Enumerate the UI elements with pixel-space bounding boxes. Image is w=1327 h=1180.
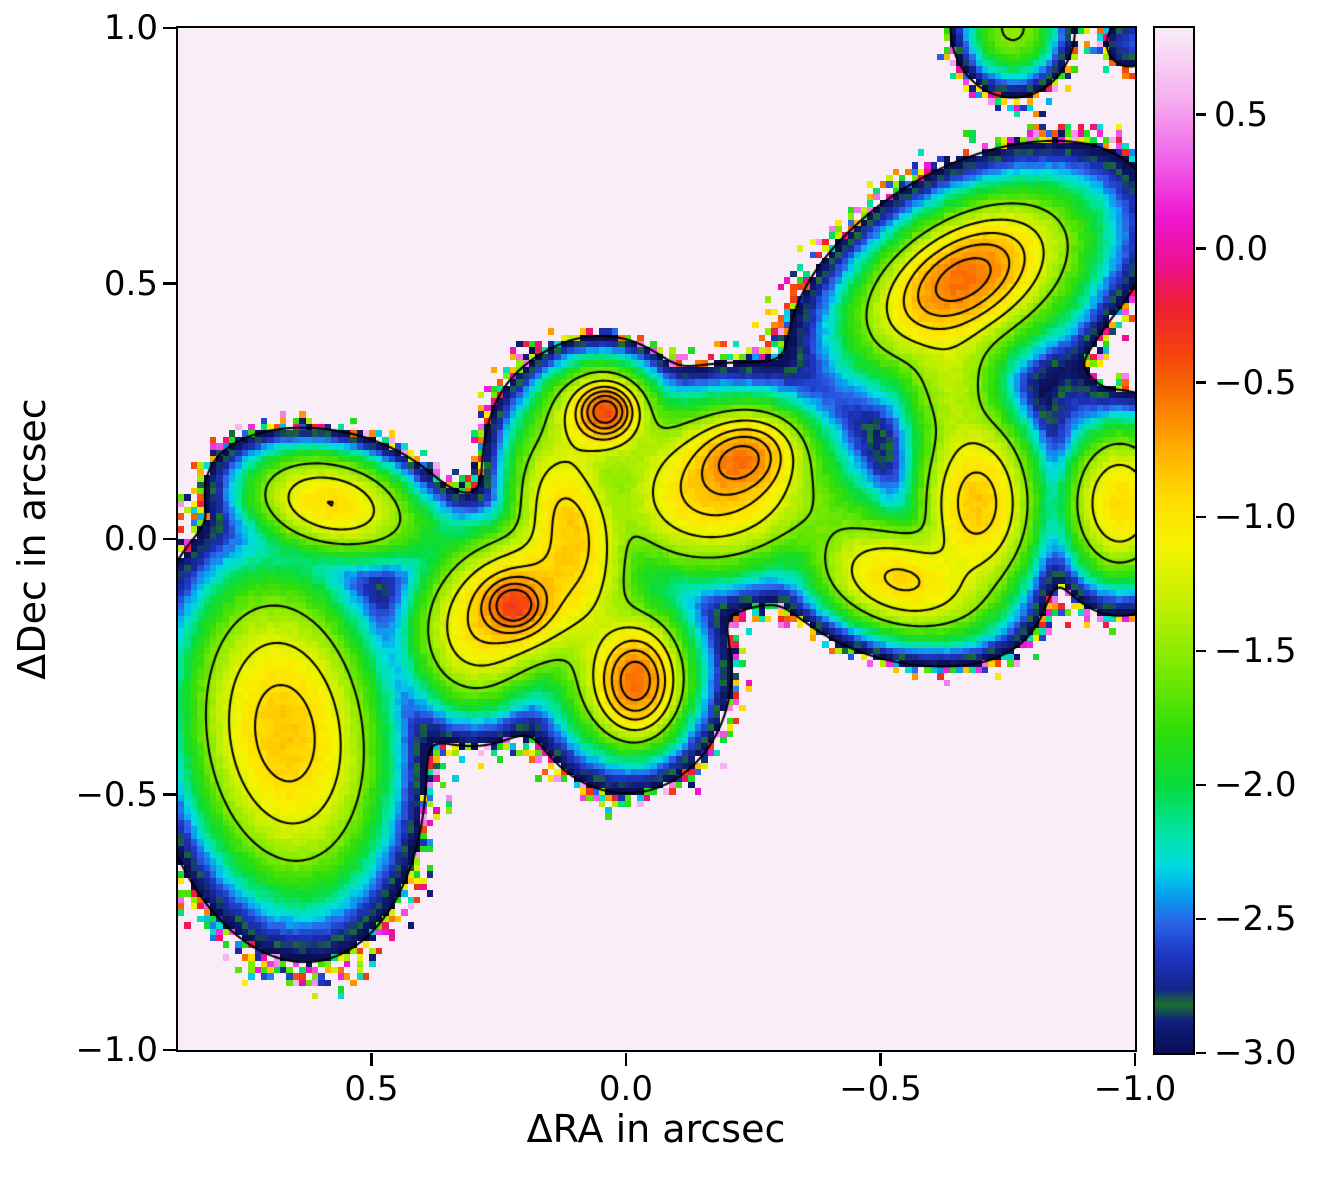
x-tick-mark (370, 1052, 373, 1066)
colorbar-tick-label: −3.0 (1214, 1033, 1297, 1073)
y-tick-label: 0.5 (103, 263, 158, 304)
y-tick-mark (162, 1048, 176, 1052)
y-tick-label: 0.0 (103, 519, 158, 559)
x-tick-label: −0.5 (839, 1069, 922, 1109)
x-tick-label: 0.5 (344, 1069, 399, 1109)
y-tick-label: −1.0 (75, 1030, 158, 1070)
y-tick-mark (162, 793, 176, 796)
x-tick-mark (624, 1052, 628, 1066)
x-tick-mark (879, 1052, 882, 1066)
colorbar-tick-mark (1195, 783, 1206, 787)
x-tick-label: 0.0 (598, 1069, 653, 1109)
colorbar (1152, 25, 1195, 1055)
colorbar-tick-label: 0.5 (1214, 94, 1269, 135)
colorbar-tick-mark (1195, 649, 1206, 653)
plot-area (175, 25, 1137, 1052)
colorbar-tick-label: −1.5 (1214, 630, 1297, 671)
colorbar-tick-mark (1195, 113, 1206, 116)
x-tick-label: −1.0 (1093, 1069, 1177, 1109)
y-axis-label: ΔDec in arcsec (10, 398, 54, 680)
colorbar-tick-label: −2.5 (1214, 898, 1297, 939)
x-tick-mark (1133, 1052, 1137, 1066)
colorbar-tick-mark (1195, 515, 1206, 519)
colorbar-tick-label: −1.0 (1214, 496, 1297, 537)
y-tick-label: −0.5 (75, 774, 158, 815)
colorbar-tick-mark (1195, 1051, 1206, 1055)
colorbar-tick-label: −0.5 (1214, 362, 1297, 403)
y-tick-label: 1.0 (103, 8, 158, 48)
colorbar-canvas (1154, 27, 1193, 1053)
x-axis-label: ΔRA in arcsec (526, 1107, 786, 1151)
contour-canvas (177, 27, 1135, 1050)
colorbar-tick-label: 0.0 (1214, 228, 1269, 269)
colorbar-tick-label: −2.0 (1214, 764, 1297, 805)
y-tick-mark (162, 537, 176, 541)
colorbar-tick-mark (1195, 381, 1206, 384)
colorbar-tick-mark (1195, 247, 1206, 250)
colorbar-tick-mark (1195, 917, 1206, 921)
y-tick-mark (162, 282, 176, 285)
y-tick-mark (162, 26, 176, 30)
